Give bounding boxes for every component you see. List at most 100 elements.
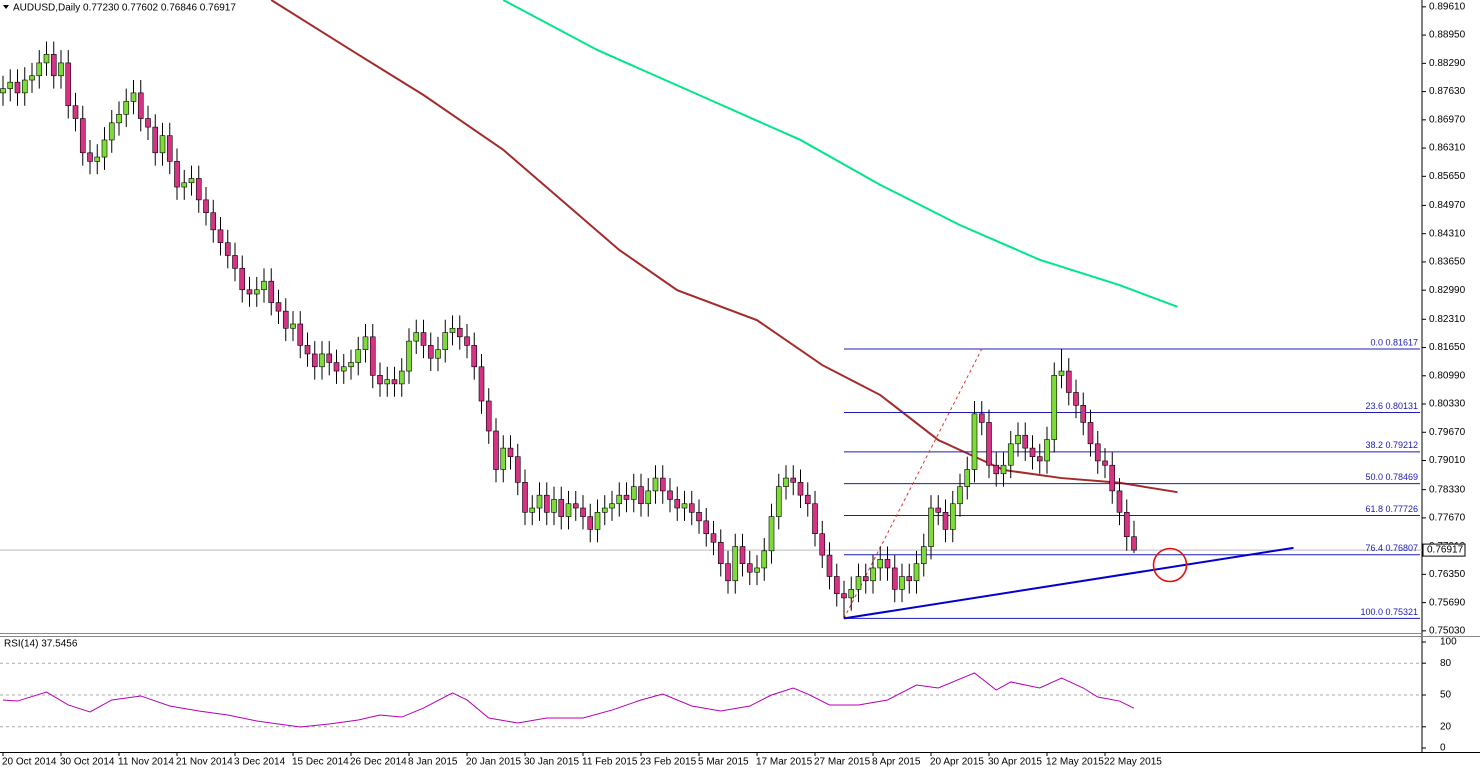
candle-body xyxy=(1044,439,1050,462)
last-price-label: 0.76917 xyxy=(1427,545,1464,556)
candle-body xyxy=(108,122,115,141)
candle-body xyxy=(732,546,739,582)
x-tick-label: 15 Dec 2014 xyxy=(292,757,349,768)
y-tick-label: 0.84310 xyxy=(1429,228,1466,239)
candle-body xyxy=(275,302,282,312)
candle-body xyxy=(21,79,28,94)
candle-body xyxy=(971,413,978,470)
x-tick-label: 20 Jan 2015 xyxy=(466,757,521,768)
y-tick-label: 0.87630 xyxy=(1429,86,1466,97)
rsi-line xyxy=(2,672,1135,728)
candle-body xyxy=(935,507,942,513)
fib-anchor xyxy=(843,348,983,619)
x-tick-label: 11 Feb 2015 xyxy=(582,757,638,768)
candle-body xyxy=(377,375,383,385)
candle-body xyxy=(623,494,630,500)
candle-body xyxy=(101,139,108,158)
x-tick-label: 21 Nov 2014 xyxy=(176,757,233,768)
highlight-circle xyxy=(1152,547,1188,583)
y-tick-label: 20 xyxy=(1440,721,1452,732)
y-tick-label: 0.86970 xyxy=(1429,114,1466,125)
fib-label: 61.8 0.77726 xyxy=(1365,504,1418,514)
candle-body xyxy=(601,507,608,513)
candle-body xyxy=(659,477,666,492)
candle-body xyxy=(877,559,884,569)
candle-body xyxy=(87,152,93,162)
candle-body xyxy=(290,323,296,329)
candle-body xyxy=(50,54,57,77)
x-tick-label: 22 May 2015 xyxy=(1104,757,1162,768)
candle-body xyxy=(188,178,195,184)
candle-body xyxy=(783,477,789,487)
candle-body xyxy=(862,576,869,582)
candle-body xyxy=(920,546,927,564)
candle-body xyxy=(891,567,898,590)
candle-body xyxy=(1065,370,1072,393)
candle-body xyxy=(1080,405,1087,423)
x-tick-label: 12 May 2015 xyxy=(1046,757,1104,768)
candle-body xyxy=(1116,490,1123,513)
candle-body xyxy=(1036,456,1043,462)
candle-body xyxy=(536,494,543,509)
candle-body xyxy=(210,212,217,231)
candle-body xyxy=(1000,464,1007,475)
y-tick-label: 0.75030 xyxy=(1429,626,1466,637)
candle-body xyxy=(833,576,840,594)
candle-body xyxy=(145,118,151,128)
candle-body xyxy=(913,563,920,582)
chart-title: AUDUSD,Daily 0.77230 0.77602 0.76846 0.7… xyxy=(13,3,236,14)
fib-label: 38.2 0.79212 xyxy=(1365,440,1418,450)
candle-body xyxy=(1022,434,1029,449)
candle-body xyxy=(906,576,913,582)
x-tick-label: 17 Mar 2015 xyxy=(756,757,813,768)
candle-body xyxy=(166,135,173,162)
candle-body xyxy=(710,533,717,543)
candle-body xyxy=(652,477,659,492)
candle-body xyxy=(311,353,318,368)
candle-body xyxy=(775,486,782,517)
candle-body xyxy=(123,101,130,115)
y-tick-label: 0.83650 xyxy=(1429,257,1466,268)
y-tick-label: 0.82310 xyxy=(1429,314,1466,325)
candle-body xyxy=(239,268,246,291)
candle-body xyxy=(43,54,50,64)
candle-body xyxy=(978,413,985,423)
y-tick-label: 0.78330 xyxy=(1429,484,1466,495)
x-tick-label: 5 Mar 2015 xyxy=(698,757,749,768)
candle-body xyxy=(159,135,166,154)
candle-body xyxy=(1058,370,1065,376)
moving-average xyxy=(502,0,1178,308)
candle-body xyxy=(362,336,369,350)
fib-label: 50.0 0.78469 xyxy=(1365,472,1418,482)
candle-body xyxy=(855,576,862,590)
candle-body xyxy=(768,516,775,552)
candle-body xyxy=(616,494,623,505)
candle-body xyxy=(899,576,905,590)
candle-body xyxy=(819,533,826,556)
candle-body xyxy=(739,546,746,564)
candle-body xyxy=(340,366,347,372)
candle-body xyxy=(326,353,333,363)
candle-body xyxy=(812,503,818,535)
candle-body xyxy=(478,366,485,402)
candle-body xyxy=(594,512,601,530)
y-tick-label: 0 xyxy=(1440,743,1446,754)
x-tick-label: 8 Jan 2015 xyxy=(408,757,458,768)
candle-body xyxy=(551,499,557,513)
candle-body xyxy=(725,563,731,582)
candle-body xyxy=(137,92,144,119)
candle-body xyxy=(1094,443,1101,462)
candle-body xyxy=(870,567,876,582)
y-tick-label: 0.81650 xyxy=(1429,342,1466,353)
candle-body xyxy=(261,280,267,291)
rsi-title: RSI(14) 37.5456 xyxy=(4,639,78,650)
candle-body xyxy=(942,512,949,530)
candle-body xyxy=(986,422,992,466)
candle-body xyxy=(790,477,797,483)
candle-body xyxy=(630,486,637,500)
y-tick-label: 50 xyxy=(1440,690,1452,701)
candle-body xyxy=(696,512,702,522)
candle-body xyxy=(681,503,688,509)
x-tick-label: 8 Apr 2015 xyxy=(872,757,921,768)
candle-body xyxy=(413,332,420,342)
